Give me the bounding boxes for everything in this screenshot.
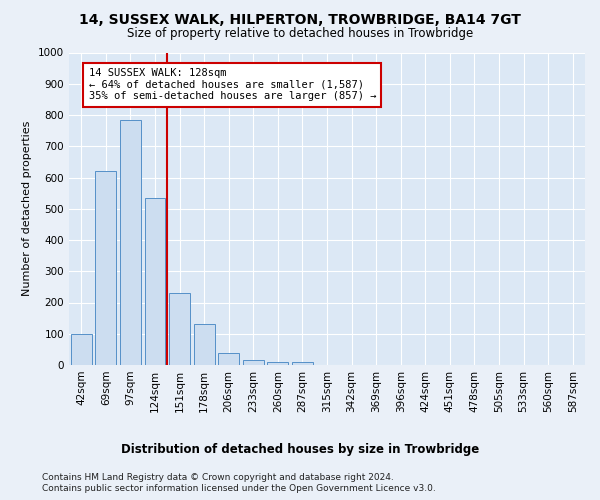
Text: Size of property relative to detached houses in Trowbridge: Size of property relative to detached ho… — [127, 28, 473, 40]
Bar — [194, 324, 215, 365]
Bar — [95, 171, 116, 365]
Bar — [120, 120, 141, 365]
Text: Distribution of detached houses by size in Trowbridge: Distribution of detached houses by size … — [121, 442, 479, 456]
Bar — [218, 352, 239, 365]
Text: 14, SUSSEX WALK, HILPERTON, TROWBRIDGE, BA14 7GT: 14, SUSSEX WALK, HILPERTON, TROWBRIDGE, … — [79, 12, 521, 26]
Bar — [268, 362, 289, 365]
Bar — [71, 334, 92, 365]
Text: Contains public sector information licensed under the Open Government Licence v3: Contains public sector information licen… — [42, 484, 436, 493]
Bar — [169, 293, 190, 365]
Bar — [243, 360, 264, 365]
Y-axis label: Number of detached properties: Number of detached properties — [22, 121, 32, 296]
Bar — [292, 362, 313, 365]
Text: 14 SUSSEX WALK: 128sqm
← 64% of detached houses are smaller (1,587)
35% of semi-: 14 SUSSEX WALK: 128sqm ← 64% of detached… — [89, 68, 376, 102]
Bar — [145, 198, 166, 365]
Text: Contains HM Land Registry data © Crown copyright and database right 2024.: Contains HM Land Registry data © Crown c… — [42, 472, 394, 482]
